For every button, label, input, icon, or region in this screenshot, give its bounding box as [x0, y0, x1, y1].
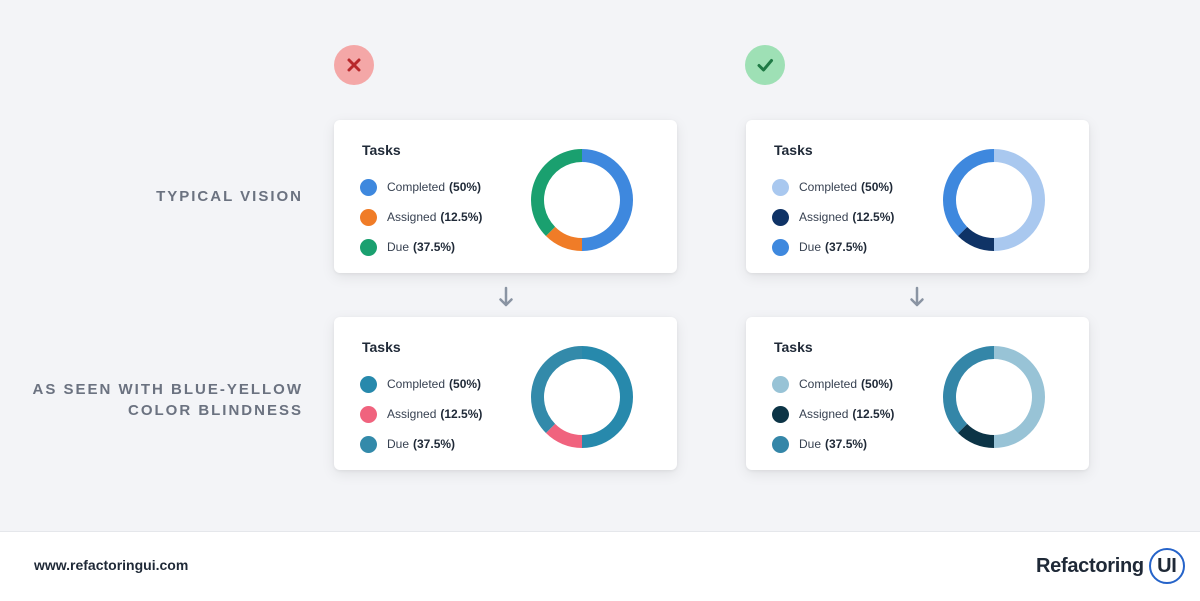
- legend-swatch: [360, 435, 377, 453]
- donut-slice-assigned: [545, 423, 582, 448]
- legend-swatch: [772, 208, 789, 226]
- donut-slice-due: [943, 346, 994, 434]
- legend: Completed (50%) Assigned (12.5%) Due (37.5%): [360, 369, 482, 459]
- legend-item-due: Due (37.5%): [772, 232, 894, 262]
- legend-item-assigned: Assigned (12.5%): [772, 202, 894, 232]
- x-icon: [347, 58, 361, 72]
- website-link[interactable]: www.refactoringui.com: [34, 557, 189, 573]
- legend-value: (12.5%): [852, 210, 895, 224]
- donut-chart: [531, 149, 633, 251]
- donut-slice-assigned: [957, 226, 994, 251]
- brand-logo[interactable]: Refactoring UI: [1036, 546, 1185, 586]
- logo-text: Refactoring: [1036, 554, 1144, 577]
- chart-card-good-typical: Tasks Completed (50%) Assigned (12.5%) Due (37…: [746, 120, 1089, 273]
- legend-item-due: Due (37.5%): [360, 429, 482, 459]
- legend-value: (12.5%): [440, 407, 483, 421]
- donut-slice-completed: [994, 149, 1045, 251]
- legend: Completed (50%) Assigned (12.5%) Due (37.5%): [772, 369, 894, 459]
- legend-value: (50%): [861, 377, 894, 391]
- correct-badge: [745, 45, 785, 85]
- footer: www.refactoringui.com Refactoring UI: [0, 531, 1200, 601]
- legend-label: Completed: [387, 377, 446, 391]
- chart-title: Tasks: [774, 339, 813, 355]
- chart-title: Tasks: [362, 142, 401, 158]
- legend-value: (12.5%): [852, 407, 895, 421]
- legend-label: Due: [387, 240, 410, 254]
- legend: Completed (50%) Assigned (12.5%) Due (37.5%): [772, 172, 894, 262]
- chart-card-bad-colorblind: Tasks Completed (50%) Assigned (12.5%) Due (37…: [334, 317, 677, 470]
- legend-item-completed: Completed (50%): [360, 369, 482, 399]
- legend-label: Due: [799, 437, 822, 451]
- donut-slice-completed: [582, 149, 633, 251]
- donut-chart: [943, 346, 1045, 448]
- legend-value: (37.5%): [413, 437, 456, 451]
- chart-card-bad-typical: Tasks Completed (50%) Assigned (12.5%) Due (37…: [334, 120, 677, 273]
- legend-label: Assigned: [799, 210, 849, 224]
- logo-badge: UI: [1148, 548, 1185, 584]
- donut-slice-due: [531, 149, 582, 237]
- legend-value: (50%): [449, 377, 482, 391]
- legend-value: (50%): [449, 180, 482, 194]
- chart-title: Tasks: [362, 339, 401, 355]
- chart-title: Tasks: [774, 142, 813, 158]
- legend-value: (37.5%): [413, 240, 456, 254]
- legend-item-completed: Completed (50%): [772, 369, 894, 399]
- legend-label: Assigned: [387, 210, 437, 224]
- donut-slice-assigned: [545, 226, 582, 251]
- legend-item-due: Due (37.5%): [360, 232, 482, 262]
- legend-swatch: [772, 405, 789, 423]
- donut-slice-due: [943, 149, 994, 237]
- legend-swatch: [772, 375, 789, 393]
- donut-slice-due: [531, 346, 582, 434]
- legend-label: Due: [387, 437, 410, 451]
- row-label-line: TYPICAL VISION: [156, 188, 303, 205]
- row-label-line: COLOR BLINDNESS: [127, 402, 303, 419]
- legend-item-completed: Completed (50%): [772, 172, 894, 202]
- legend-swatch: [360, 375, 377, 393]
- legend-label: Due: [799, 240, 822, 254]
- legend: Completed (50%) Assigned (12.5%) Due (37.5%): [360, 172, 482, 262]
- legend-swatch: [360, 405, 377, 423]
- donut-slice-completed: [994, 346, 1045, 448]
- legend-swatch: [360, 178, 377, 196]
- legend-swatch: [360, 208, 377, 226]
- arrow-down-icon: [499, 286, 513, 307]
- incorrect-badge: [334, 45, 374, 85]
- legend-item-assigned: Assigned (12.5%): [360, 202, 482, 232]
- legend-swatch: [360, 238, 377, 256]
- legend-value: (37.5%): [825, 240, 868, 254]
- legend-item-due: Due (37.5%): [772, 429, 894, 459]
- legend-label: Completed: [799, 180, 858, 194]
- legend-value: (37.5%): [825, 437, 868, 451]
- legend-item-assigned: Assigned (12.5%): [772, 399, 894, 429]
- legend-swatch: [772, 435, 789, 453]
- legend-label: Assigned: [387, 407, 437, 421]
- legend-label: Completed: [387, 180, 446, 194]
- legend-item-assigned: Assigned (12.5%): [360, 399, 482, 429]
- row-label-colorblind: AS SEEN WITH BLUE-YELLOW COLOR BLINDNESS: [33, 379, 304, 421]
- legend-label: Completed: [799, 377, 858, 391]
- row-label-typical-vision: TYPICAL VISION: [156, 186, 303, 207]
- arrow-down-icon: [910, 286, 924, 307]
- donut-chart: [943, 149, 1045, 251]
- legend-label: Assigned: [799, 407, 849, 421]
- row-label-line: AS SEEN WITH BLUE-YELLOW: [32, 381, 303, 398]
- donut-slice-assigned: [957, 423, 994, 448]
- legend-value: (12.5%): [440, 210, 483, 224]
- legend-swatch: [772, 238, 789, 256]
- chart-card-good-colorblind: Tasks Completed (50%) Assigned (12.5%) Due (37…: [746, 317, 1089, 470]
- check-icon: [757, 59, 773, 72]
- donut-slice-completed: [582, 346, 633, 448]
- donut-chart: [531, 346, 633, 448]
- legend-item-completed: Completed (50%): [360, 172, 482, 202]
- legend-value: (50%): [861, 180, 894, 194]
- legend-swatch: [772, 178, 789, 196]
